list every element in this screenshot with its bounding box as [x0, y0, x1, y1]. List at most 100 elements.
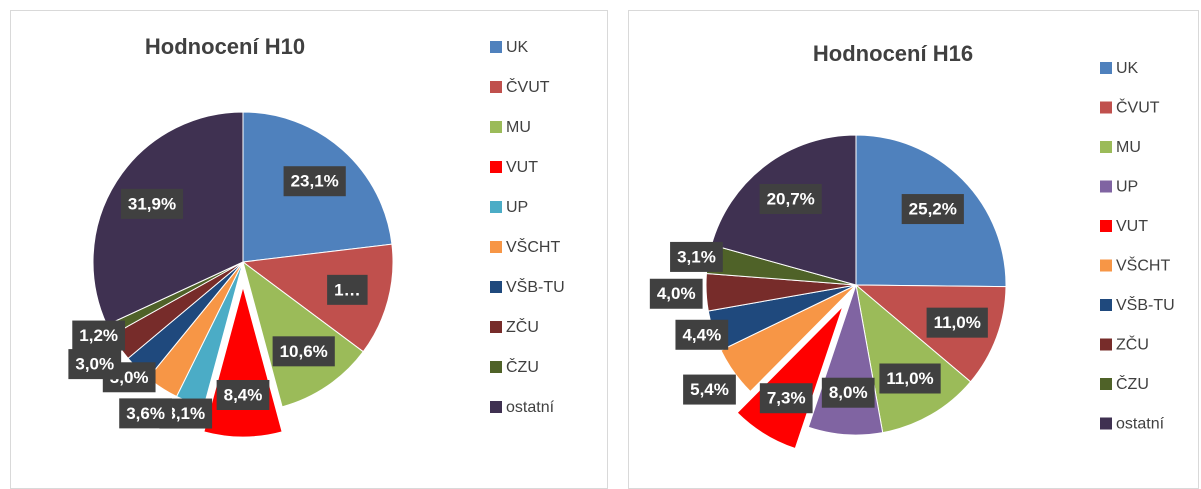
- data-label-text: 3,6%: [126, 404, 165, 423]
- legend-swatch: [1100, 101, 1112, 114]
- data-label: 25,2%: [901, 194, 964, 225]
- data-label: 5,4%: [683, 374, 736, 405]
- legend-swatch: [490, 401, 502, 413]
- legend-swatch: [1100, 62, 1112, 74]
- data-label: 23,1%: [283, 166, 346, 197]
- legend-label: MU: [1116, 139, 1141, 156]
- legend-swatch: [490, 161, 502, 173]
- data-label-box: [879, 363, 941, 394]
- legend-swatch: [1100, 299, 1112, 311]
- data-label-box: [759, 184, 822, 215]
- data-label-text: 7,3%: [767, 389, 806, 408]
- data-label-box: [72, 320, 126, 351]
- data-label-box: [68, 349, 122, 380]
- legend-swatch: [1100, 180, 1112, 193]
- data-label-box: [821, 377, 875, 408]
- data-label: 11,0%: [879, 363, 941, 394]
- data-label: 4,0%: [649, 278, 703, 309]
- data-label-text: 3,1%: [677, 247, 716, 266]
- data-label-text: 3,1%: [166, 404, 205, 423]
- legend-swatch: [1100, 417, 1112, 430]
- data-label-box: [649, 278, 703, 309]
- legend-label: ČVUT: [506, 77, 550, 96]
- legend-label: ZČU: [506, 317, 539, 336]
- pie-slice: [242, 260, 364, 408]
- data-label-text: 1…: [334, 280, 360, 299]
- pie-slice: [241, 243, 394, 353]
- legend-label: ostatní: [1116, 416, 1165, 433]
- data-label-box: [283, 166, 346, 197]
- legend-label: ČZU: [506, 357, 539, 376]
- data-label-text: 4,0%: [657, 284, 696, 303]
- data-label-box: [683, 374, 736, 405]
- chart-title: Hodnocení H10: [145, 34, 305, 59]
- legend-swatch: [1100, 141, 1112, 153]
- data-label: 7,3%: [759, 383, 813, 414]
- legend-label: ostatní: [506, 399, 555, 416]
- data-label: 31,9%: [120, 188, 184, 219]
- data-label-text: 8,0%: [829, 383, 868, 402]
- data-label-text: 3,0%: [75, 355, 114, 374]
- legend-swatch: [490, 121, 502, 133]
- legend-label: UK: [506, 39, 529, 56]
- legend-label: VŠCHT: [506, 237, 560, 256]
- data-label-text: 11,0%: [934, 313, 981, 332]
- legend-swatch: [1100, 259, 1112, 272]
- data-label-box: [759, 383, 813, 414]
- data-label-text: 1,2%: [79, 326, 118, 345]
- data-label-text: 8,4%: [224, 385, 263, 404]
- legend-label: UK: [1116, 60, 1139, 77]
- data-label: 4,4%: [675, 319, 729, 350]
- legend-swatch: [490, 281, 502, 293]
- legend-label: VUT: [1116, 218, 1148, 235]
- data-label-box: [272, 336, 335, 367]
- data-label-text: 25,2%: [909, 200, 957, 219]
- data-label-text: 31,9%: [128, 194, 176, 213]
- data-label: 10,6%: [272, 336, 335, 367]
- data-label-box: [327, 274, 368, 305]
- data-label-box: [120, 188, 184, 219]
- legend-label: MU: [506, 119, 531, 136]
- legend-swatch: [490, 81, 502, 93]
- data-label-text: 20,7%: [767, 189, 815, 208]
- data-label: 3,1%: [670, 241, 723, 272]
- chart-title: Hodnocení H16: [813, 41, 973, 66]
- legend-label: VUT: [506, 159, 538, 176]
- legend-label: VŠB-TU: [1116, 295, 1175, 314]
- data-label: 1…: [327, 274, 368, 305]
- data-label: 3,6%: [119, 398, 172, 429]
- data-label-box: [119, 398, 172, 429]
- legend-label: UP: [506, 199, 528, 216]
- legend-swatch: [490, 41, 502, 53]
- data-label: 8,0%: [821, 377, 875, 408]
- legend-label: VŠB-TU: [506, 277, 565, 296]
- legend-label: VŠCHT: [1116, 256, 1170, 275]
- data-label: 20,7%: [759, 184, 822, 215]
- data-label-text: 23,1%: [291, 172, 339, 191]
- legend-swatch: [490, 241, 502, 253]
- legend-label: UP: [1116, 179, 1138, 196]
- data-label: 1,2%: [72, 320, 126, 351]
- data-label: 3,0%: [68, 349, 122, 380]
- data-label-text: 11,0%: [886, 369, 933, 388]
- data-label-box: [675, 319, 729, 350]
- data-label-box: [901, 194, 964, 225]
- legend-label: ČVUT: [1116, 98, 1160, 117]
- legend-label: ČZU: [1116, 374, 1149, 393]
- legend-swatch: [490, 361, 502, 373]
- data-label-text: 5,4%: [690, 380, 729, 399]
- data-label: 11,0%: [926, 307, 988, 338]
- legend-swatch: [490, 201, 502, 213]
- legend-swatch: [1100, 378, 1112, 390]
- legend-swatch: [490, 321, 502, 333]
- data-label-box: [926, 307, 988, 338]
- data-label-text: 4,4%: [682, 325, 721, 344]
- pie-slice: [855, 283, 972, 434]
- legend-swatch: [1100, 220, 1112, 232]
- data-label-text: 10,6%: [280, 342, 328, 361]
- legend-swatch: [1100, 338, 1112, 351]
- data-label-box: [216, 380, 270, 410]
- legend-label: ZČU: [1116, 335, 1149, 354]
- data-label: 8,4%: [216, 380, 270, 410]
